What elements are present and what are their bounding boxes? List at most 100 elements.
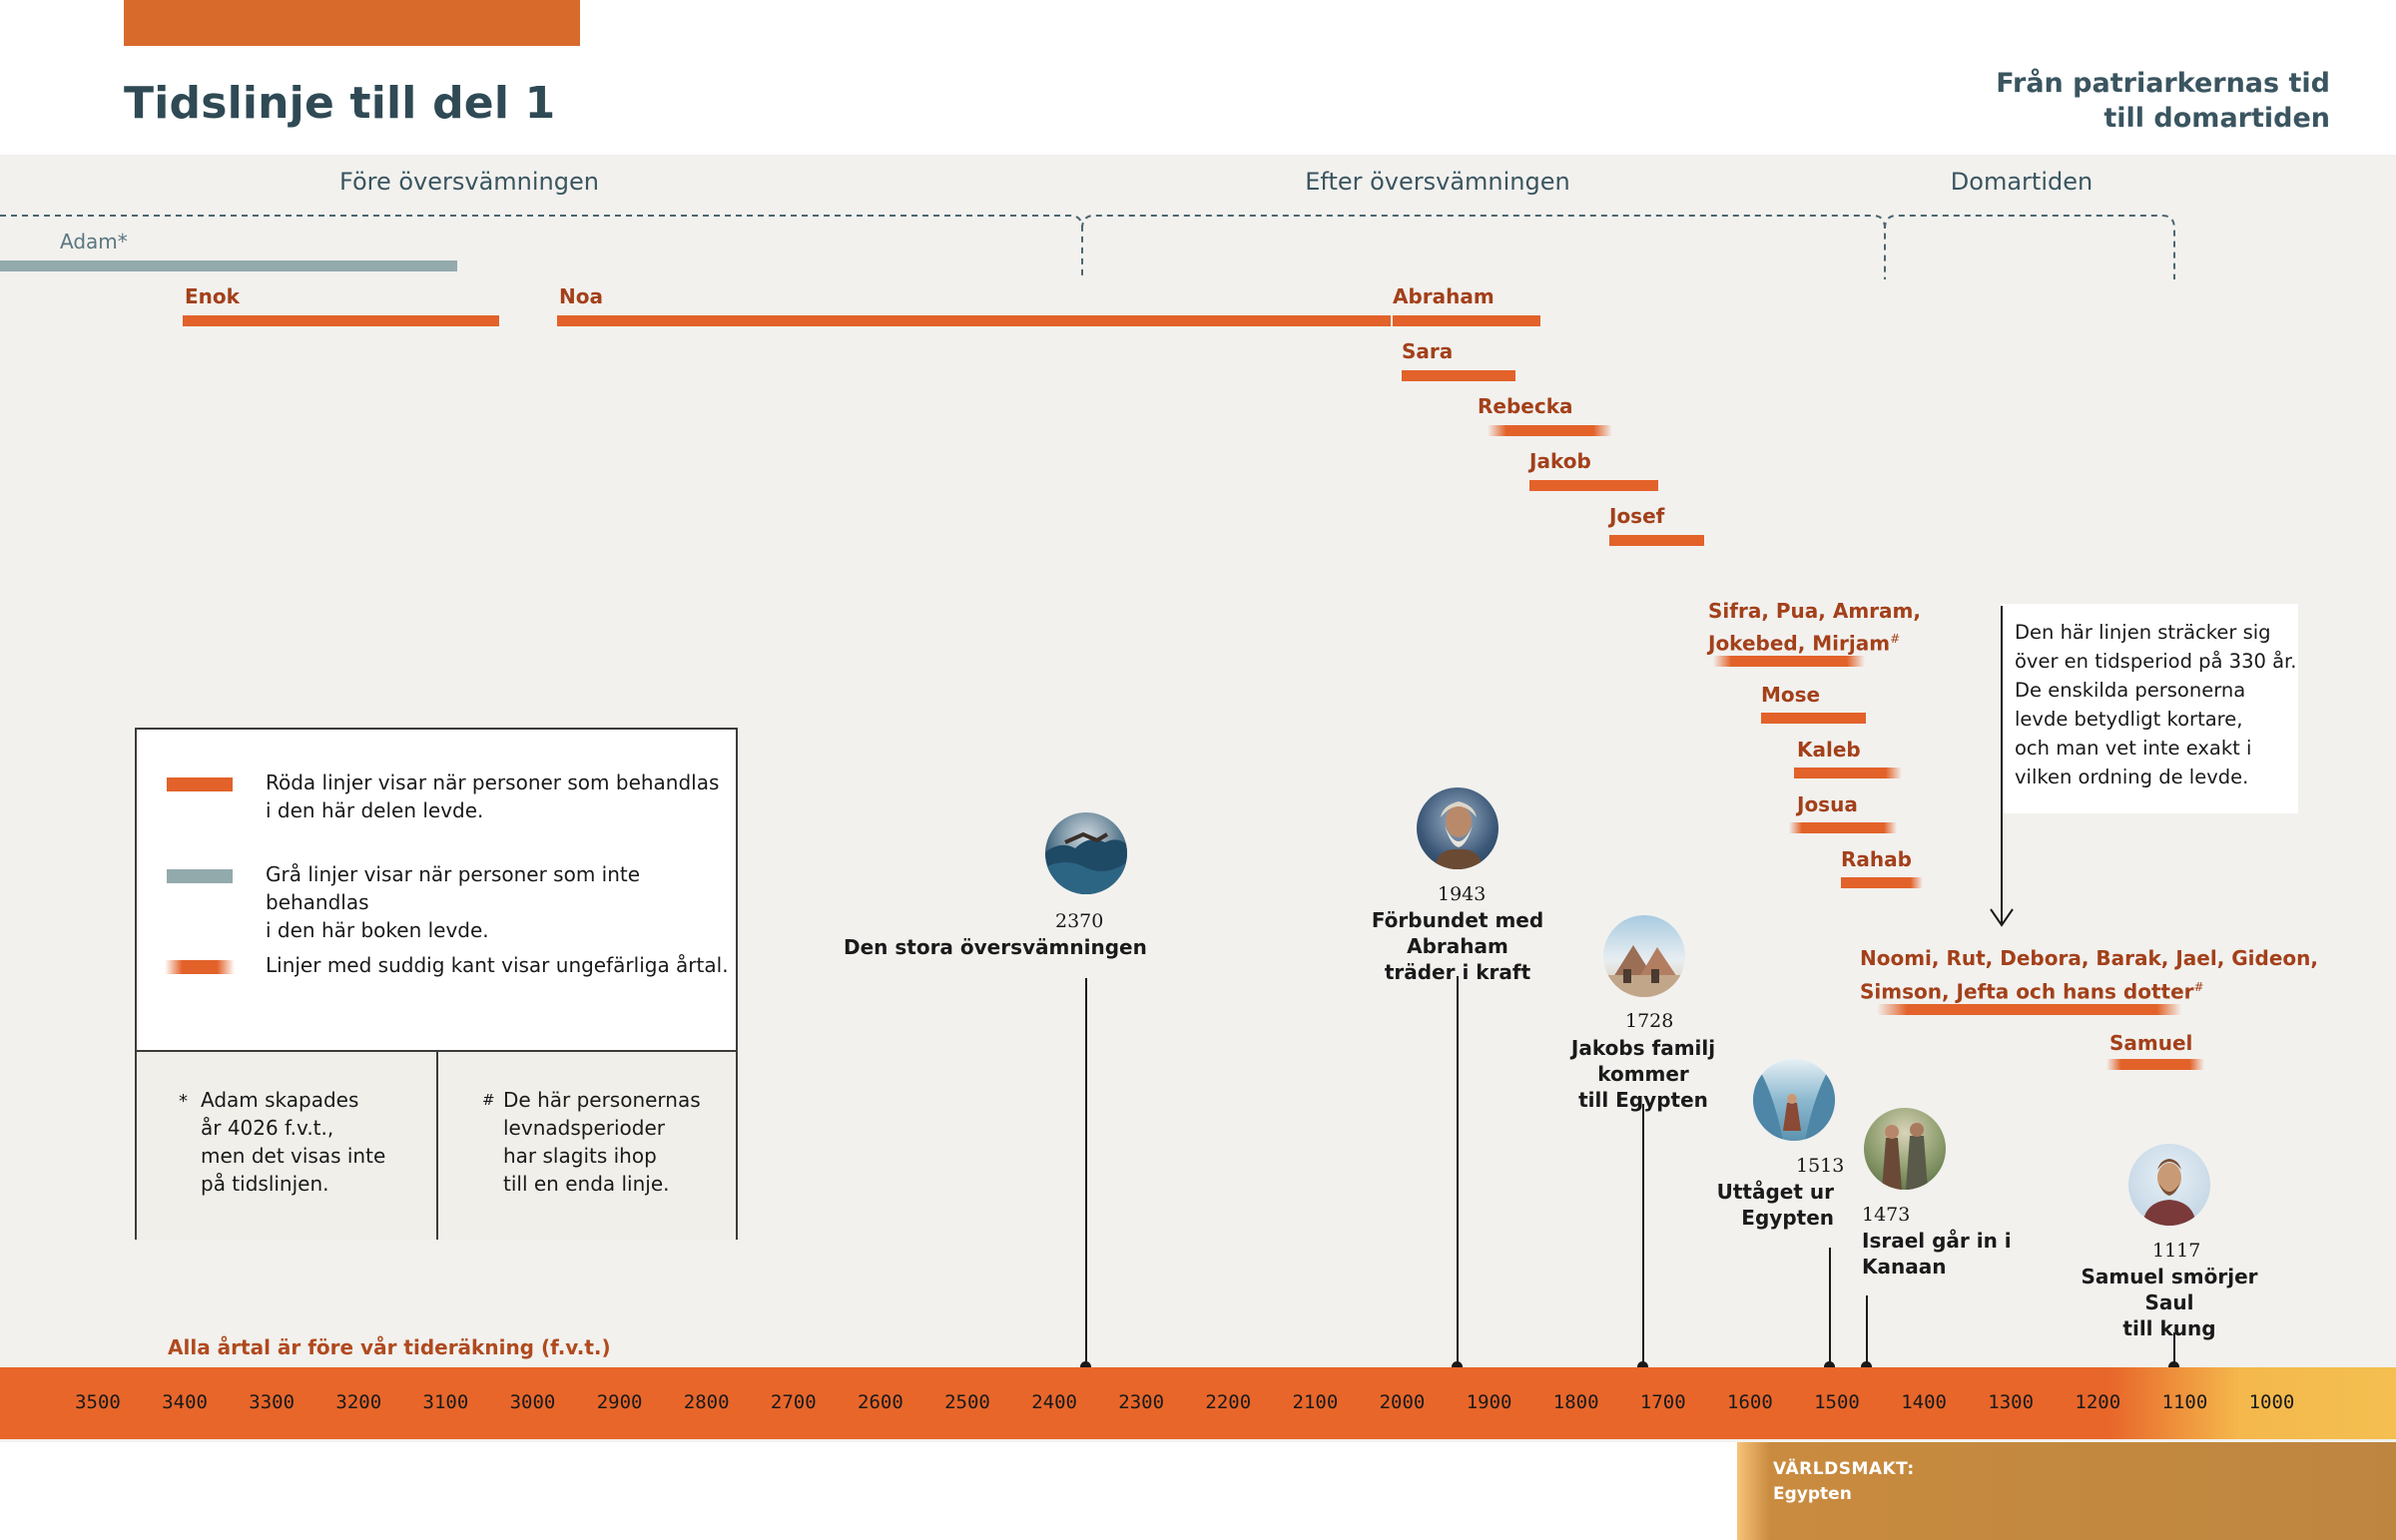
note-line-6: vilken ordning de levde. [2015,766,2249,788]
axis-tick-label: 2300 [1118,1391,1165,1413]
person-label-jakob: Jakob [1529,449,1591,473]
axis-tick-label: 1000 [2248,1391,2295,1413]
bracket-after-flood [1081,215,1886,279]
person-label-mose: Mose [1761,683,1821,707]
event-title-canaan: Israel går in i Kanaan [1862,1228,2012,1280]
lifespan-bar-kaleb [1794,768,1902,778]
egypt-pyramids-graphic [1603,945,1685,997]
event-year-jakobs-family: 1728 [1625,1010,1674,1032]
axis-note: Alla årtal är före vår tideräkning (f.v.… [168,1335,611,1359]
person-label-samuel: Samuel [2109,1031,2193,1055]
person-label-judges-names: Simson, Jefta och hans dotter [1860,979,2194,1004]
legend-swatch-red [167,777,233,791]
event-title-abraham-line1: Förbundet med Abraham [1371,908,1544,958]
legend-box: Röda linjer visar när personer som behan… [135,728,738,1240]
event-stem-saul [2173,1332,2175,1367]
lifespan-bar-abraham [1393,315,1540,326]
event-dot-flood [1080,1361,1091,1372]
axis-tick-label: 1600 [1727,1391,1773,1413]
axis-tick-label: 2900 [596,1391,643,1413]
legend-red-text: Röda linjer visar när personer som behan… [266,769,719,824]
era-brackets [0,215,2175,279]
event-title-jakobs-family: Jakobs familj kommer till Egypten [1533,1035,1753,1113]
world-power-band: VÄRLDSMAKT: Egypten [1737,1442,2396,1540]
event-title-canaan-line2: Kanaan [1862,1255,1947,1279]
lifespan-bar-sara [1402,370,1515,381]
event-stem-jakobs-family [1642,1104,1644,1367]
page-subtitle: Från patriarkernas tid till domartiden [1996,66,2330,136]
note-line-2: över en tidsperiod på 330 år. [2015,650,2297,673]
abraham-portrait-graphic [1435,801,1483,869]
event-year-flood: 2370 [1055,910,1104,932]
saul-king-graphic [2142,1159,2196,1226]
person-label-rahab: Rahab [1841,847,1912,871]
event-dot-jakobs-family [1637,1361,1648,1372]
event-year-canaan: 1473 [1862,1204,1911,1226]
footnote-hash-mark-2: # [2193,980,2204,994]
legend-gray-line2: i den här boken levde. [266,918,489,942]
axis-tick-label: 2800 [683,1391,730,1413]
event-title-exodus-line2: Egypten [1741,1206,1834,1230]
note-line-4: levde betydligt kortare, [2015,708,2243,731]
page-title: Tidslinje till del 1 [124,78,556,129]
event-year-exodus: 1513 [1796,1155,1845,1177]
red-sea-icon [1753,1059,1835,1141]
note-text: Den här linjen sträcker sig över en tids… [2015,618,2296,791]
person-label-sifra-line1: Sifra, Pua, Amram, [1708,599,1921,623]
legend-red-line2: i den här delen levde. [266,798,484,822]
legend-red-line1: Röda linjer visar när personer som behan… [266,770,720,794]
axis-tick-label: 3400 [162,1391,208,1413]
person-label-josua: Josua [1797,792,1858,816]
person-label-judges-line1: Noomi, Rut, Debora, Barak, Jael, Gideon, [1860,946,2318,970]
footnote-hash-line4: till en enda linje. [503,1172,670,1196]
footnote-star-line3: men det visas inte [201,1144,386,1168]
canaan-spies-graphic [1882,1123,1928,1190]
event-year-saul: 1117 [2152,1240,2201,1262]
bracket-judges [1884,215,2175,279]
axis-tick-label: 2200 [1205,1391,1252,1413]
event-stem-exodus [1829,1248,1831,1367]
event-title-abraham: Förbundet med Abraham träder i kraft [1340,907,1575,985]
saul-king-icon [2128,1144,2210,1226]
legend-footnotes: * Adam skapades år 4026 f.v.t., men det … [137,1050,736,1240]
footnote-star-text: Adam skapades år 4026 f.v.t., men det vi… [201,1086,385,1198]
lifespan-bar-noa [557,315,1391,326]
timeline-axis-band [0,1367,2396,1439]
note-box: Den här linjen sträcker sig över en tids… [2001,604,2298,813]
era-label-before-flood: Före översvämningen [339,168,599,196]
lifespan-bar-enok [183,315,499,326]
legend-swatch-fuzzy [165,960,235,974]
footnote-hash-line2: levnadsperioder [503,1116,665,1140]
footnote-hash-text: De här personernas levnadsperioder har s… [503,1086,701,1198]
axis-tick-label: 3300 [249,1391,296,1413]
event-dot-saul [2168,1361,2179,1372]
axis-tick-label: 1100 [2161,1391,2208,1413]
axis-tick-label: 2700 [770,1391,817,1413]
person-label-judges-group: Noomi, Rut, Debora, Barak, Jael, Gideon,… [1860,944,2318,1007]
legend-fuzzy-text: Linjer med suddig kant visar ungefärliga… [266,953,729,977]
event-title-saul: Samuel smörjer Saul till kung [2057,1264,2282,1341]
note-line-5: och man vet inte exakt i [2015,737,2252,760]
person-label-enok: Enok [185,284,240,308]
axis-tick-label: 1500 [1814,1391,1860,1413]
event-year-abraham: 1943 [1438,883,1487,905]
legend-gray-line1: Grå linjer visar när personer som inte b… [266,862,641,914]
event-stem-flood [1085,978,1087,1367]
subtitle-line-2: till domartiden [2103,103,2330,134]
lifespan-bar-judges-group [1877,1004,2181,1015]
lifespan-bar-rahab [1841,877,1923,888]
note-line-3: De enskilda personerna [2015,679,2246,702]
person-label-judges-line2: Simson, Jefta och hans dotter# [1860,973,2318,1007]
person-label-noa: Noa [559,284,603,308]
footnote-star-line1: Adam skapades [201,1088,359,1112]
flood-wave-graphic [1045,831,1127,894]
footnote-hash-symbol: # [482,1091,495,1109]
footnote-hash-line1: De här personernas [503,1088,701,1112]
lifespan-bar-sifra-group [1713,656,1865,667]
legend-footnote-divider [436,1052,438,1240]
event-stem-canaan [1866,1295,1868,1367]
person-label-sara: Sara [1402,339,1454,363]
footnote-hash-line3: har slagits ihop [503,1144,657,1168]
person-label-abraham: Abraham [1393,284,1495,308]
legend-gray-text: Grå linjer visar när personer som inte b… [266,860,736,944]
